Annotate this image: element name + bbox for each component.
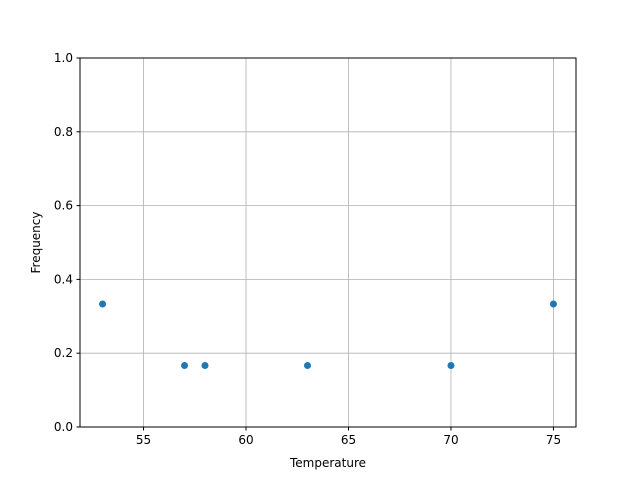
data-point <box>304 361 312 369</box>
y-tick-label: 0.0 <box>54 420 73 434</box>
y-tick-label: 0.4 <box>54 272 73 286</box>
y-tick-label: 0.8 <box>54 125 73 139</box>
plot-frame <box>79 57 577 428</box>
data-point <box>181 361 189 369</box>
axis-ticks: 55 60 65 70 75 0.0 0.2 0.4 0.6 0.8 1.0 <box>54 51 561 447</box>
x-tick-label: 55 <box>136 433 151 447</box>
data-point <box>447 361 455 369</box>
x-tick-label: 70 <box>443 433 458 447</box>
data-point <box>99 300 107 308</box>
y-tick-label: 0.6 <box>54 199 73 213</box>
x-tick-label: 60 <box>238 433 253 447</box>
data-points <box>99 300 557 369</box>
data-point <box>201 361 209 369</box>
y-tick-label: 1.0 <box>54 51 73 65</box>
grid <box>80 57 576 428</box>
data-point <box>549 300 557 308</box>
x-axis-label: Temperature <box>289 456 366 470</box>
y-axis-label: Frequency <box>29 212 43 274</box>
x-tick-label: 65 <box>341 433 356 447</box>
x-tick-label: 75 <box>546 433 561 447</box>
y-tick-label: 0.2 <box>54 346 73 360</box>
